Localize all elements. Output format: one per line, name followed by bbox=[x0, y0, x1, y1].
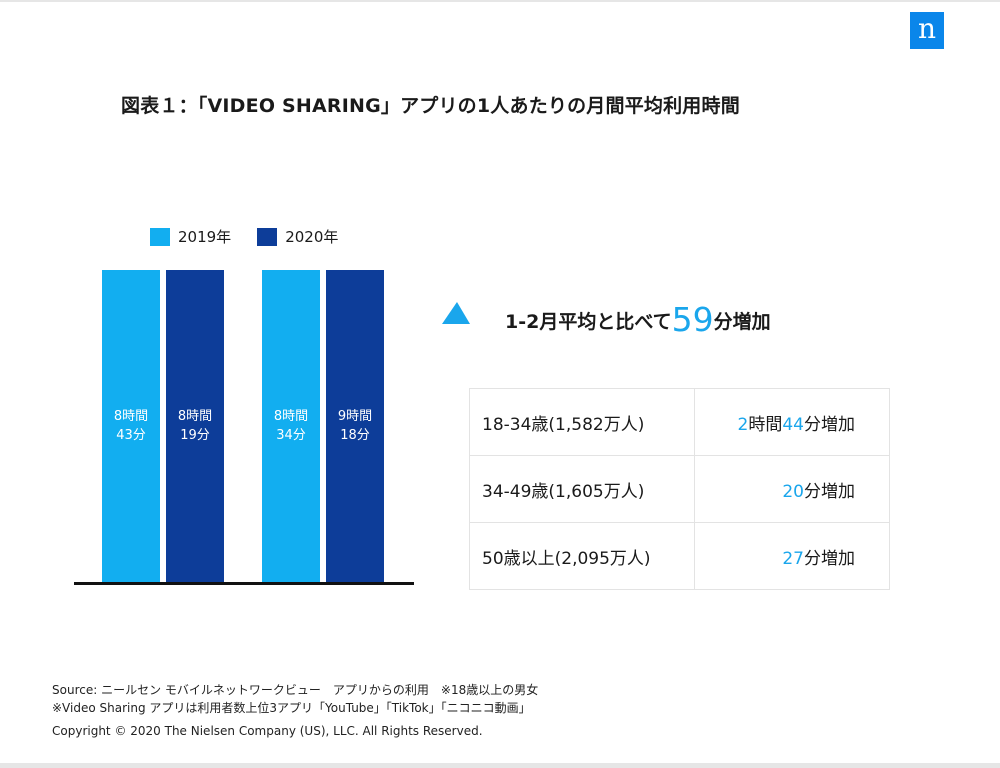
legend-swatch-2019 bbox=[150, 227, 170, 246]
bar-value-label: 8時間 43分 bbox=[114, 409, 148, 443]
increase-hour-unit: 時間 bbox=[748, 414, 783, 435]
legend-item-2020: 2020年 bbox=[257, 226, 338, 247]
increase-cell: 27分増加 bbox=[694, 522, 890, 590]
increase-minutes: 20 bbox=[782, 481, 804, 502]
nielsen-logo: n bbox=[910, 12, 944, 49]
chart-title: 図表１：「VIDEO SHARING」アプリの1人あたりの月間平均利用時間 bbox=[121, 95, 740, 117]
increase-minutes: 27 bbox=[782, 548, 804, 569]
bar-chart: 8時間 43分 8時間 19分 8時間 34分 9時間 18分 bbox=[74, 270, 470, 585]
bar-2019年-1-2月 bbox=[102, 270, 160, 582]
bar-value-label: 9時間 18分 bbox=[338, 409, 372, 443]
increase-unit: 分増加 bbox=[804, 481, 855, 502]
legend: 2019年 2020年 bbox=[150, 226, 364, 247]
legend-item-2019: 2019年 bbox=[150, 226, 231, 247]
increase-hours: 2 bbox=[737, 414, 749, 435]
increase-unit: 分増加 bbox=[804, 548, 855, 569]
bar-2019年-4月 bbox=[262, 270, 320, 583]
footer-note: ※Video Sharing アプリは利用者数上位3アプリ「YouTube」「T… bbox=[52, 701, 531, 715]
bottom-border bbox=[0, 763, 1000, 768]
increase-number: 59 bbox=[671, 300, 714, 339]
age-group-table: 18-34歳(1,582万人) 2時間44分増加 34-49歳(1,605万人)… bbox=[469, 388, 890, 590]
age-group-cell: 34-49歳(1,605万人) bbox=[469, 455, 695, 523]
legend-label-2019: 2019年 bbox=[178, 228, 232, 246]
increase-prefix: 1-2月平均と比べて bbox=[505, 311, 672, 333]
footer-source: Source: ニールセン モバイルネットワークビュー アプリからの利用 ※18… bbox=[52, 683, 539, 697]
bar-2020年-1-2月 bbox=[166, 270, 224, 583]
increase-cell: 20分増加 bbox=[694, 455, 890, 523]
age-group-cell: 50歳以上(2,095万人) bbox=[469, 522, 695, 590]
increase-annotation: 1-2月平均と比べて59分増加 bbox=[505, 300, 771, 339]
increase-suffix: 分増加 bbox=[713, 311, 771, 333]
table-row: 18-34歳(1,582万人) 2時間44分増加 bbox=[469, 388, 890, 456]
age-group-cell: 18-34歳(1,582万人) bbox=[469, 388, 695, 456]
bar-value-label: 8時間 19分 bbox=[178, 409, 212, 443]
footer-copyright: Copyright © 2020 The Nielsen Company (US… bbox=[52, 724, 483, 738]
increase-minutes: 44 bbox=[782, 414, 804, 435]
table-row: 34-49歳(1,605万人) 20分増加 bbox=[469, 455, 890, 523]
increase-cell: 2時間44分増加 bbox=[694, 388, 890, 456]
legend-swatch-2020 bbox=[257, 227, 278, 246]
table-row: 50歳以上(2,095万人) 27分増加 bbox=[469, 522, 890, 590]
top-border bbox=[0, 0, 1000, 2]
increase-triangle-icon bbox=[442, 302, 470, 324]
legend-label-2020: 2020年 bbox=[285, 228, 339, 246]
bar-value-label: 8時間 34分 bbox=[274, 409, 308, 443]
increase-unit: 分増加 bbox=[804, 414, 855, 435]
bar-2020年-4月 bbox=[326, 270, 384, 583]
